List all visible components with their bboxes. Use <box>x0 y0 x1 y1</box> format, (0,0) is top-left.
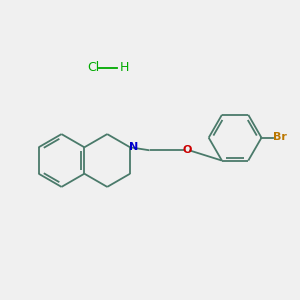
Text: Br: Br <box>273 132 287 142</box>
Text: O: O <box>183 145 192 155</box>
Text: Cl: Cl <box>87 61 99 74</box>
Text: H: H <box>120 61 129 74</box>
Text: N: N <box>129 142 138 152</box>
